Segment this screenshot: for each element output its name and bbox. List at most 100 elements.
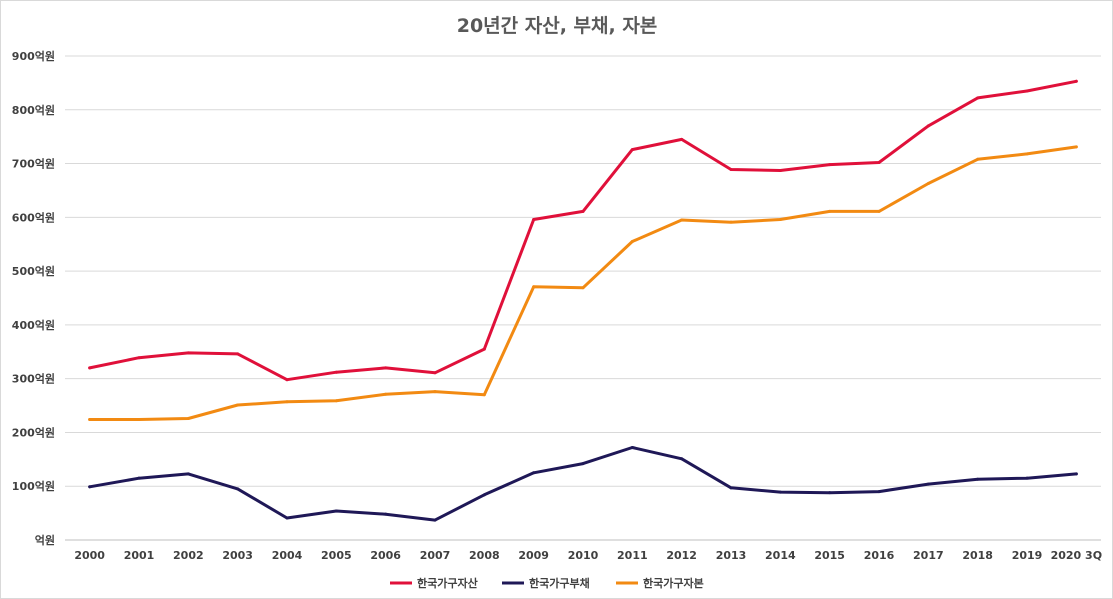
gridlines: [65, 55, 1101, 541]
series-1: [88, 79, 1078, 382]
data-point: [877, 490, 881, 494]
series-2: [88, 446, 1078, 522]
data-point: [88, 418, 92, 422]
data-point: [137, 476, 141, 480]
x-tick-label: 2005: [321, 549, 352, 562]
x-tick-label: 2001: [124, 549, 155, 562]
y-tick-label: 900억원: [12, 49, 55, 63]
legend-label: 한국가구자산: [417, 576, 478, 590]
data-point: [828, 209, 832, 213]
data-point: [186, 351, 190, 355]
data-point: [1074, 145, 1078, 149]
data-point: [186, 472, 190, 476]
data-point: [186, 416, 190, 420]
data-point: [236, 403, 240, 407]
data-point: [433, 371, 437, 375]
data-point: [137, 356, 141, 360]
data-point: [581, 209, 585, 213]
data-point: [433, 518, 437, 522]
x-tick-label: 2015: [814, 549, 845, 562]
data-point: [532, 285, 536, 289]
data-point: [334, 370, 338, 374]
data-point: [88, 485, 92, 489]
data-point: [482, 347, 486, 351]
y-tick-label: 700억원: [12, 157, 55, 171]
x-tick-label: 2016: [864, 549, 895, 562]
data-point: [778, 169, 782, 173]
data-point: [285, 400, 289, 404]
x-tick-label: 2014: [765, 549, 796, 562]
data-point: [828, 491, 832, 495]
data-point: [828, 163, 832, 167]
data-point: [236, 352, 240, 356]
x-tick-label: 2013: [716, 549, 747, 562]
data-point: [1025, 152, 1029, 156]
data-point: [334, 399, 338, 403]
data-point: [630, 446, 634, 450]
y-tick-label: 100억원: [12, 479, 55, 493]
data-point: [532, 471, 536, 475]
x-tick-label: 2020 3Q: [1051, 549, 1102, 562]
data-point: [482, 493, 486, 497]
x-tick-label: 2007: [420, 549, 451, 562]
legend: 한국가구자산 한국가구부채 한국가구자본: [390, 576, 704, 590]
data-point: [581, 286, 585, 290]
data-point: [137, 418, 141, 422]
data-point: [532, 217, 536, 221]
y-tick-label: 500억원: [12, 264, 55, 278]
y-tick-label: 200억원: [12, 425, 55, 439]
data-point: [285, 516, 289, 520]
x-tick-label: 2017: [913, 549, 944, 562]
data-point: [926, 482, 930, 486]
data-point: [88, 366, 92, 370]
data-point: [630, 240, 634, 244]
x-tick-label: 2009: [518, 549, 549, 562]
data-point: [384, 366, 388, 370]
data-point: [334, 509, 338, 513]
y-tick-label: 300억원: [12, 372, 55, 386]
legend-item: 한국가구자본: [616, 576, 704, 590]
data-point: [778, 490, 782, 494]
data-point: [433, 390, 437, 394]
data-point: [384, 392, 388, 396]
legend-label: 한국가구부채: [529, 576, 590, 590]
x-tick-label: 2010: [568, 549, 599, 562]
legend-label: 한국가구자본: [643, 576, 704, 590]
x-tick-label: 2006: [370, 549, 401, 562]
data-point: [630, 148, 634, 152]
y-axis-ticks: 억원 100억원 200억원 300억원 400억원 500억원 600억원 700억원 800…: [12, 49, 55, 547]
data-point: [976, 96, 980, 100]
x-tick-label: 2011: [617, 549, 648, 562]
data-point: [1074, 472, 1078, 476]
data-point: [877, 160, 881, 164]
legend-item: 한국가구부채: [502, 576, 590, 590]
data-point: [680, 457, 684, 461]
data-point: [926, 181, 930, 185]
data-point: [1025, 89, 1029, 93]
data-point: [285, 378, 289, 382]
data-point: [680, 218, 684, 222]
series-lines: [88, 79, 1078, 522]
data-point: [877, 209, 881, 213]
data-point: [976, 477, 980, 481]
data-point: [581, 462, 585, 466]
data-point: [729, 220, 733, 224]
y-tick-label: 400억원: [12, 318, 55, 332]
x-tick-label: 2018: [962, 549, 993, 562]
data-point: [729, 167, 733, 171]
x-tick-label: 2019: [1012, 549, 1043, 562]
series-3: [88, 145, 1078, 422]
chart-title: 20년간 자산, 부채, 자본: [457, 15, 658, 37]
y-tick-label: 800억원: [12, 103, 55, 117]
data-point: [926, 124, 930, 128]
x-tick-label: 2008: [469, 549, 500, 562]
data-point: [384, 512, 388, 516]
y-tick-label: 600억원: [12, 210, 55, 224]
data-point: [680, 137, 684, 141]
data-point: [236, 487, 240, 491]
x-tick-label: 2002: [173, 549, 204, 562]
data-point: [1025, 476, 1029, 480]
data-point: [976, 157, 980, 161]
